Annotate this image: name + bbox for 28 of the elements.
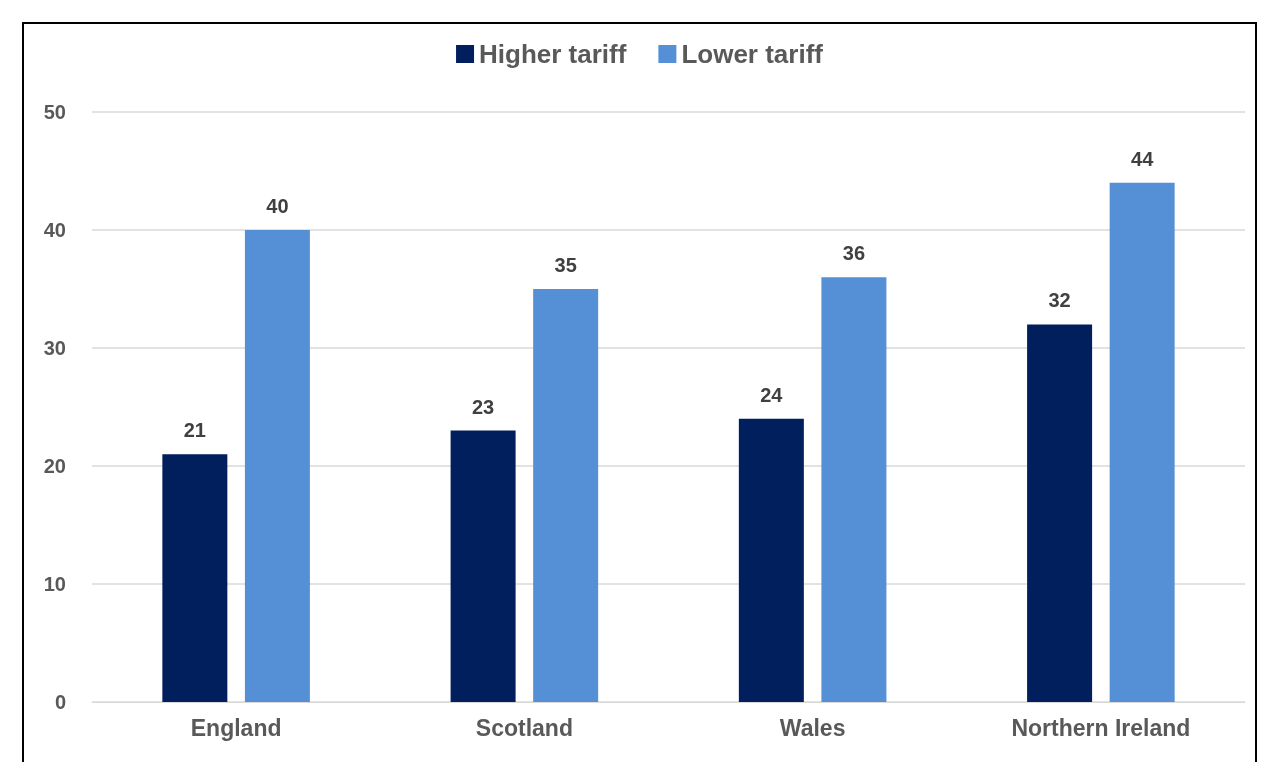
data-label: 24: [760, 383, 784, 406]
data-label: 36: [842, 242, 866, 265]
bar: [244, 230, 310, 702]
data-label: 35: [554, 254, 577, 276]
y-tick-label: 50: [43, 101, 66, 123]
data-label: 23: [471, 395, 495, 418]
bar: [1109, 182, 1175, 702]
legend-label: Lower tariff: [681, 39, 824, 69]
bar: [821, 277, 887, 702]
bar: [450, 430, 516, 702]
x-tick-label: Wales: [779, 714, 846, 741]
x-tick-label: Scotland: [475, 714, 573, 741]
y-tick-label: 40: [43, 219, 66, 241]
data-label: 32: [1048, 289, 1071, 312]
data-label: 44: [1131, 147, 1155, 170]
bar: [738, 418, 804, 702]
y-tick-label: 30: [43, 337, 66, 359]
x-tick-label: England: [190, 714, 282, 741]
data-label: 40: [266, 195, 289, 217]
y-tick-label: 0: [54, 691, 66, 713]
legend-label: Higher tariff: [479, 39, 627, 69]
data-label: 21: [183, 419, 206, 442]
bar: [533, 289, 599, 702]
x-tick-label: Northern Ireland: [1011, 714, 1191, 741]
y-tick-label: 20: [43, 455, 66, 477]
bar: [1027, 324, 1093, 702]
y-tick-label: 10: [43, 573, 66, 595]
bar: [162, 454, 228, 702]
